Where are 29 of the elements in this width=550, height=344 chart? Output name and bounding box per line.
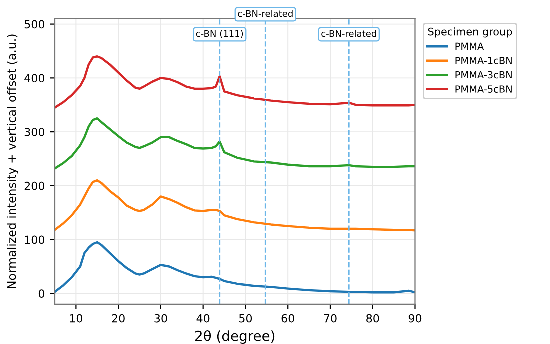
x-tick-label: 50 — [240, 314, 252, 323]
x-tick-label: 10 — [70, 314, 83, 323]
x-axis-title: 2θ (degree) — [196, 330, 275, 344]
x-tick-label: 30 — [154, 314, 168, 323]
x-tick-label: 60 — [282, 314, 294, 323]
line-series — [55, 241, 416, 294]
x-tick-label: 40 — [196, 314, 210, 323]
legend-label: PMMA-1cBN — [456, 57, 512, 64]
y-tick-label: 0 — [38, 290, 45, 298]
line-series — [55, 179, 416, 232]
ref-line-label: c-BN (111) — [196, 30, 244, 38]
line-series — [55, 56, 416, 109]
ref-line-label: c-BN-related — [322, 30, 376, 38]
legend-label: PMMA-3cBN — [456, 71, 512, 79]
x-tick-label: 80 — [366, 314, 380, 323]
y-tick-label: 200 — [24, 182, 45, 190]
x-tick-label: 20 — [112, 314, 125, 323]
x-tick-label: 70 — [324, 314, 337, 323]
y-axis-title: Normalized intensity + vertical offset (a.u.) — [7, 34, 19, 288]
ref-line-label: c-BN-related — [238, 10, 293, 18]
x-tick-label: 90 — [408, 314, 422, 323]
y-tick-label: 500 — [24, 20, 45, 29]
legend-label: PMMA-5cBN — [456, 86, 512, 93]
legend-label: PMMA — [456, 42, 484, 50]
legend-title: Specimen group — [428, 28, 512, 38]
y-tick-label: 400 — [24, 74, 45, 83]
y-tick-label: 100 — [25, 236, 45, 244]
line-series — [55, 117, 416, 170]
y-tick-label: 300 — [24, 128, 45, 136]
